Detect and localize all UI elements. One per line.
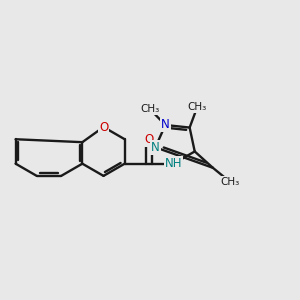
Text: CH₃: CH₃ — [140, 104, 160, 114]
Text: O: O — [99, 121, 108, 134]
Text: NH: NH — [165, 157, 182, 170]
Text: N: N — [151, 141, 160, 154]
Text: CH₃: CH₃ — [220, 177, 239, 187]
Text: O: O — [145, 133, 154, 146]
Text: N: N — [161, 118, 170, 131]
Text: CH₃: CH₃ — [188, 102, 207, 112]
